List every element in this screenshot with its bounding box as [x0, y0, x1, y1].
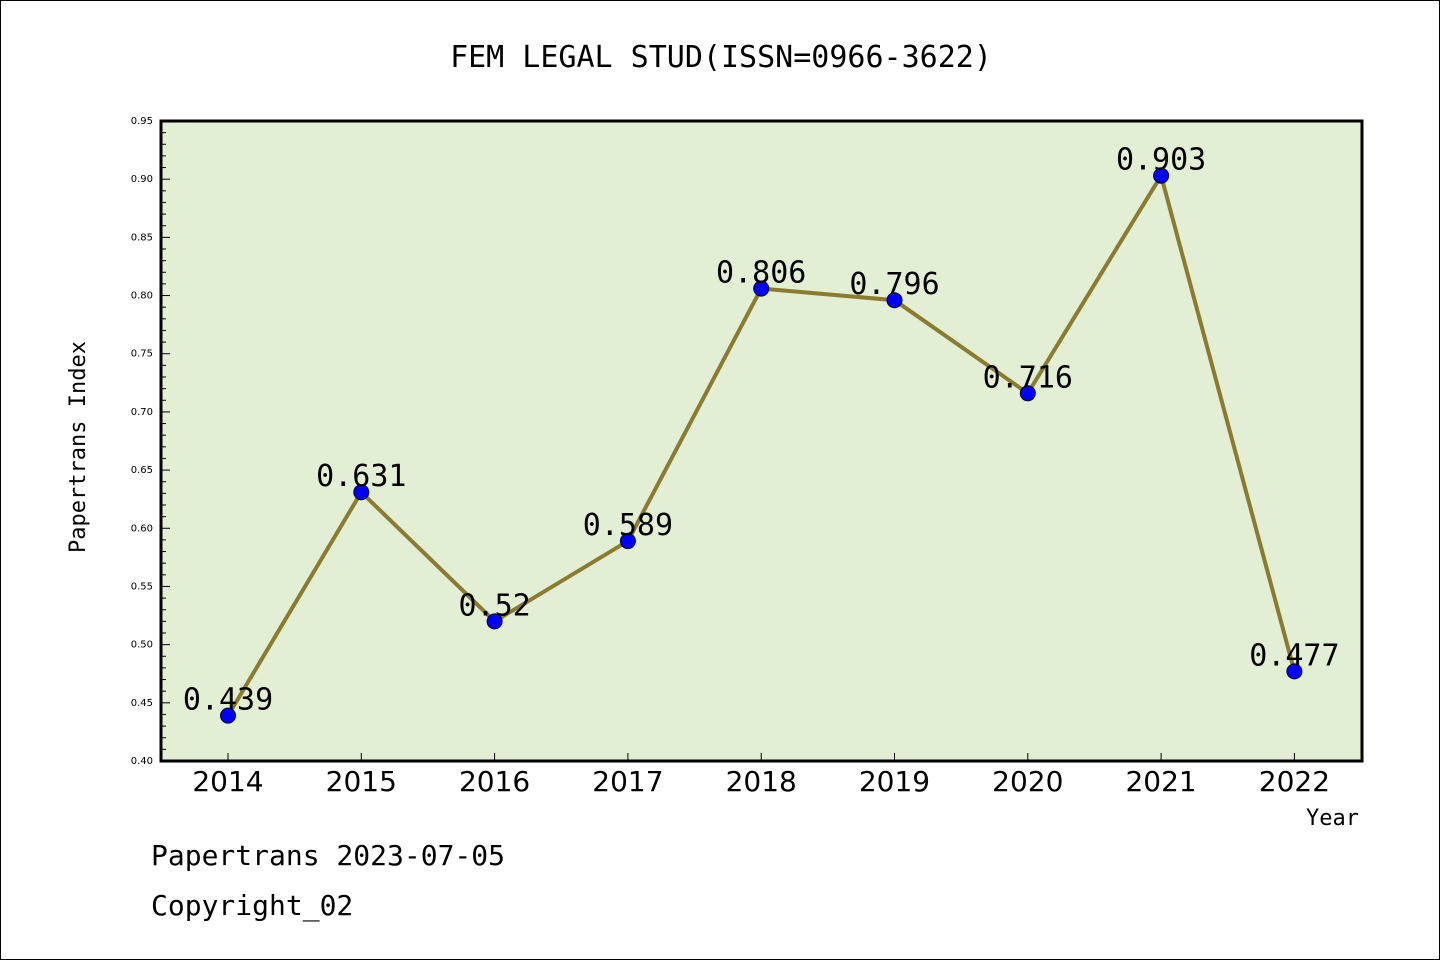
y-tick-label: 0.65 [131, 465, 153, 476]
y-tick-label: 0.80 [131, 291, 153, 302]
x-tick-label: 2021 [1125, 765, 1196, 798]
data-point [1286, 663, 1303, 680]
y-tick-label: 0.90 [131, 174, 153, 185]
data-label: 0.477 [1249, 638, 1339, 673]
data-point [1153, 167, 1170, 184]
data-point [486, 613, 503, 630]
plot-area [161, 121, 1362, 761]
x-tick-label: 2020 [992, 765, 1063, 798]
data-labels: 0.439 0.631 0.52 0.589 0.806 0.796 0.716 0.903 0… [183, 143, 1340, 718]
data-point [353, 484, 370, 501]
x-tick-label: 2014 [192, 765, 263, 798]
data-label: 0.806 [716, 256, 806, 291]
y-tick-label: 0.55 [131, 581, 153, 592]
y-tick-label: 0.75 [131, 349, 153, 360]
data-label: 0.903 [1116, 143, 1206, 178]
y-axis-label: Papertrans Index [66, 341, 91, 553]
chart-title: FEM LEGAL STUD(ISSN=0966-3622) [450, 40, 992, 75]
y-tick-label: 0.50 [131, 640, 153, 651]
y-tick-label: 0.70 [131, 407, 153, 418]
x-tick-label: 2016 [459, 765, 530, 798]
footer-date: Papertrans 2023-07-05 [151, 839, 505, 872]
data-label: 0.52 [458, 588, 530, 623]
plot-border [159, 119, 1364, 763]
data-point [753, 280, 770, 297]
x-tick-label: 2019 [859, 765, 930, 798]
y-tick-label: 0.40 [131, 756, 153, 767]
y-tick-label: 0.95 [131, 116, 153, 127]
series-papertrans-index [220, 167, 1303, 724]
x-tick-label: 2015 [326, 765, 397, 798]
data-point [220, 707, 236, 724]
data-label: 0.716 [983, 360, 1073, 395]
footer-copyright: Copyright_02 [151, 889, 353, 923]
x-axis-label: Year [1306, 806, 1359, 831]
y-tick-label: 0.60 [131, 523, 153, 534]
x-tick-label: 2017 [592, 765, 663, 798]
y-axis: 0.40 0.45 0.50 0.55 0.60 0.65 0.70 0.75 0.80 0.85… [131, 116, 170, 767]
data-label: 0.589 [583, 508, 673, 543]
x-tick-label: 2018 [726, 765, 797, 798]
y-tick-label: 0.45 [131, 698, 153, 709]
x-axis: 2014 2015 2016 2017 2018 2019 2020 2021 2022 [192, 753, 1330, 798]
data-label: 0.439 [183, 683, 273, 718]
data-point [619, 533, 636, 550]
y-tick-label: 0.85 [131, 232, 153, 243]
data-label: 0.796 [849, 267, 939, 302]
data-point [886, 292, 903, 309]
data-label: 0.631 [316, 459, 406, 494]
x-tick-label: 2022 [1259, 765, 1330, 798]
data-point [1019, 385, 1036, 402]
